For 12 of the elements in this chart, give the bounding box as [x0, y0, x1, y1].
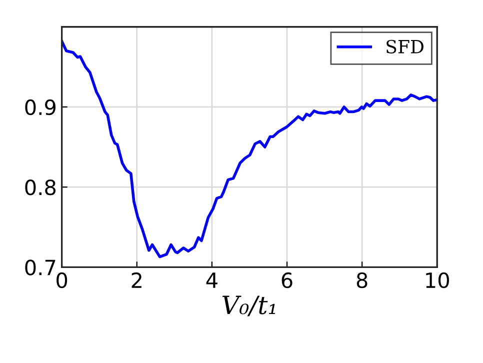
x-tick-label: 6: [282, 272, 292, 288]
y-tick-label: 0.7: [25, 260, 56, 276]
x-tick-label: 2: [132, 272, 142, 288]
y-tick-label: 0.9: [25, 99, 56, 116]
x-tick-label: 4: [206, 272, 218, 288]
x-tick-label: 0: [56, 272, 68, 288]
y-tick-label: 0.8: [25, 180, 56, 196]
x-tick-label: 10: [426, 272, 449, 288]
x-axis-title: V₀/t₁: [222, 296, 276, 316]
line-series: [62, 40, 438, 258]
x-tick-label: 8: [356, 272, 368, 288]
legend-label: SFD: [386, 40, 424, 54]
